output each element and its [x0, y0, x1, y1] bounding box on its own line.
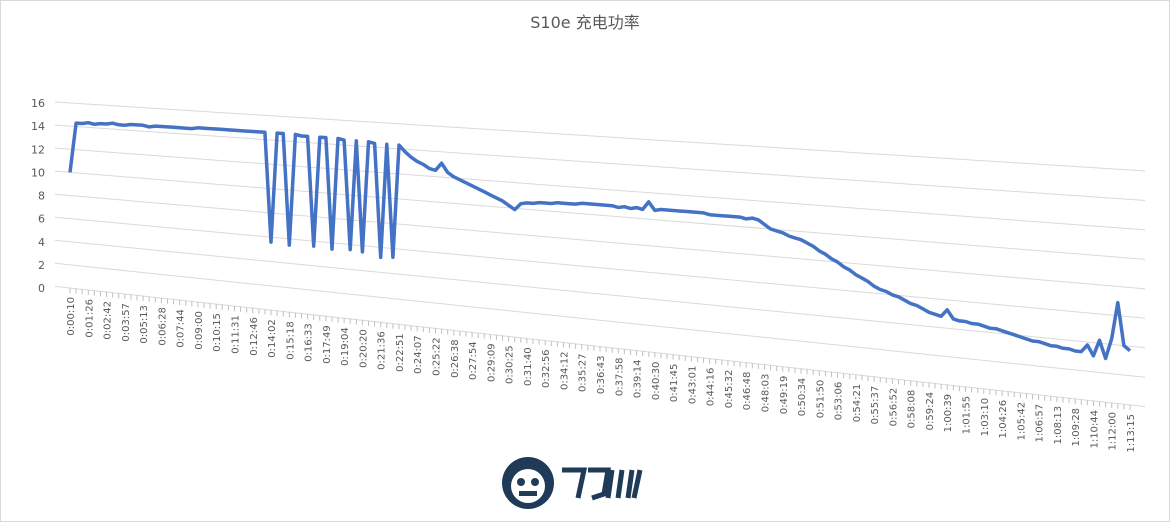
x-tick-label: 0:36:43	[596, 356, 607, 395]
y-tick-label: 4	[38, 236, 45, 249]
x-tick-label: 0:53:06	[834, 382, 845, 421]
x-tick-label: 0:02:42	[103, 301, 114, 340]
x-tick-label: 0:56:52	[888, 388, 899, 427]
x-tick-label: 0:07:44	[176, 309, 187, 348]
x-tick-label: 0:01:26	[84, 299, 95, 338]
x-tick-label: 0:45:32	[724, 370, 735, 409]
x-tick-label: 0:41:45	[669, 364, 680, 403]
data-line	[68, 120, 1132, 361]
y-tick-label: 14	[31, 120, 45, 133]
x-tick-label: 1:04:26	[998, 400, 1009, 439]
x-tick-label: 0:58:08	[907, 390, 918, 429]
x-tick-label: 0:10:15	[212, 313, 223, 352]
grid-line	[54, 239, 1146, 349]
x-tick-label: 0:05:13	[139, 305, 150, 344]
x-tick-label: 0:39:14	[633, 360, 644, 399]
x-tick-label: 0:06:28	[157, 307, 168, 346]
x-tick-label: 0:59:24	[925, 392, 936, 431]
x-tick-label: 0:09:00	[194, 311, 205, 350]
x-tick-label: 0:51:50	[815, 380, 826, 419]
y-tick-label: 6	[38, 213, 45, 226]
x-tick-label: 0:21:36	[377, 331, 388, 370]
x-tick-label: 1:01:55	[962, 396, 973, 435]
x-tick-label: 1:12:00	[1108, 412, 1119, 451]
x-tick-label: 0:34:12	[559, 351, 570, 390]
x-tick-label: 0:16:33	[304, 323, 315, 362]
x-tick-label: 0:54:21	[852, 384, 863, 423]
grid-line	[54, 147, 1146, 231]
grid-line	[54, 262, 1146, 378]
grid-line	[54, 216, 1146, 319]
x-tick-label: 0:46:48	[742, 372, 753, 411]
x-tick-label: 0:49:19	[779, 376, 790, 415]
logo	[502, 457, 643, 509]
x-tick-label: 0:32:56	[541, 349, 552, 388]
y-tick-label: 12	[31, 143, 45, 156]
x-tick-label: 0:29:09	[486, 343, 497, 382]
x-tick-label: 0:26:38	[450, 339, 461, 378]
y-tick-label: 0	[38, 282, 45, 295]
x-tick-label: 1:05:42	[1016, 402, 1027, 441]
x-tick-label: 0:24:07	[413, 335, 424, 374]
grid-line	[54, 101, 1146, 172]
x-tick-label: 0:03:57	[121, 303, 132, 342]
x-tick-label: 0:27:54	[468, 341, 479, 380]
x-tick-label: 0:20:20	[358, 329, 369, 368]
x-tick-label: 0:15:18	[285, 321, 296, 360]
y-tick-label: 8	[38, 190, 45, 203]
x-tick-label: 0:50:34	[797, 378, 808, 417]
x-tick-label: 0:43:01	[687, 366, 698, 405]
x-tick-label: 0:35:27	[578, 353, 589, 392]
x-tick-label: 0:44:16	[706, 368, 717, 407]
x-tick-label: 0:14:02	[267, 319, 278, 358]
x-tick-label: 0:12:46	[249, 317, 260, 356]
x-tick-label: 0:40:30	[651, 362, 662, 401]
x-tick-label: 0:25:22	[432, 337, 443, 376]
x-tick-label: 1:10:44	[1089, 410, 1100, 449]
x-tick-label: 1:13:15	[1126, 414, 1137, 453]
x-tick-label: 1:09:28	[1071, 408, 1082, 447]
grid-line	[54, 170, 1146, 260]
y-tick-label: 16	[31, 97, 45, 110]
chart-title: S10e 充电功率	[530, 13, 639, 32]
x-tick-label: 0:17:49	[322, 325, 333, 364]
x-tick-label: 0:22:51	[395, 333, 406, 372]
x-tick-label: 0:48:03	[760, 374, 771, 413]
x-tick-label: 0:30:25	[505, 345, 516, 384]
x-tick-label: 0:37:58	[614, 358, 625, 397]
x-tick-label: 0:00:10	[66, 297, 77, 336]
x-tick-label: 0:19:04	[340, 327, 351, 366]
x-tick-label: 1:06:57	[1035, 404, 1046, 443]
y-tick-label: 10	[31, 166, 45, 179]
grid-line	[54, 124, 1146, 201]
x-tick-label: 0:55:37	[870, 386, 881, 425]
x-tick-label: 0:11:31	[230, 315, 241, 354]
grid-line	[54, 193, 1146, 290]
x-tick-label: 1:08:13	[1053, 406, 1064, 445]
y-tick-label: 2	[38, 259, 45, 272]
x-tick-label: 0:31:40	[523, 347, 534, 386]
x-tick-label: 1:00:39	[943, 394, 954, 433]
x-tick-label: 1:03:10	[980, 398, 991, 437]
